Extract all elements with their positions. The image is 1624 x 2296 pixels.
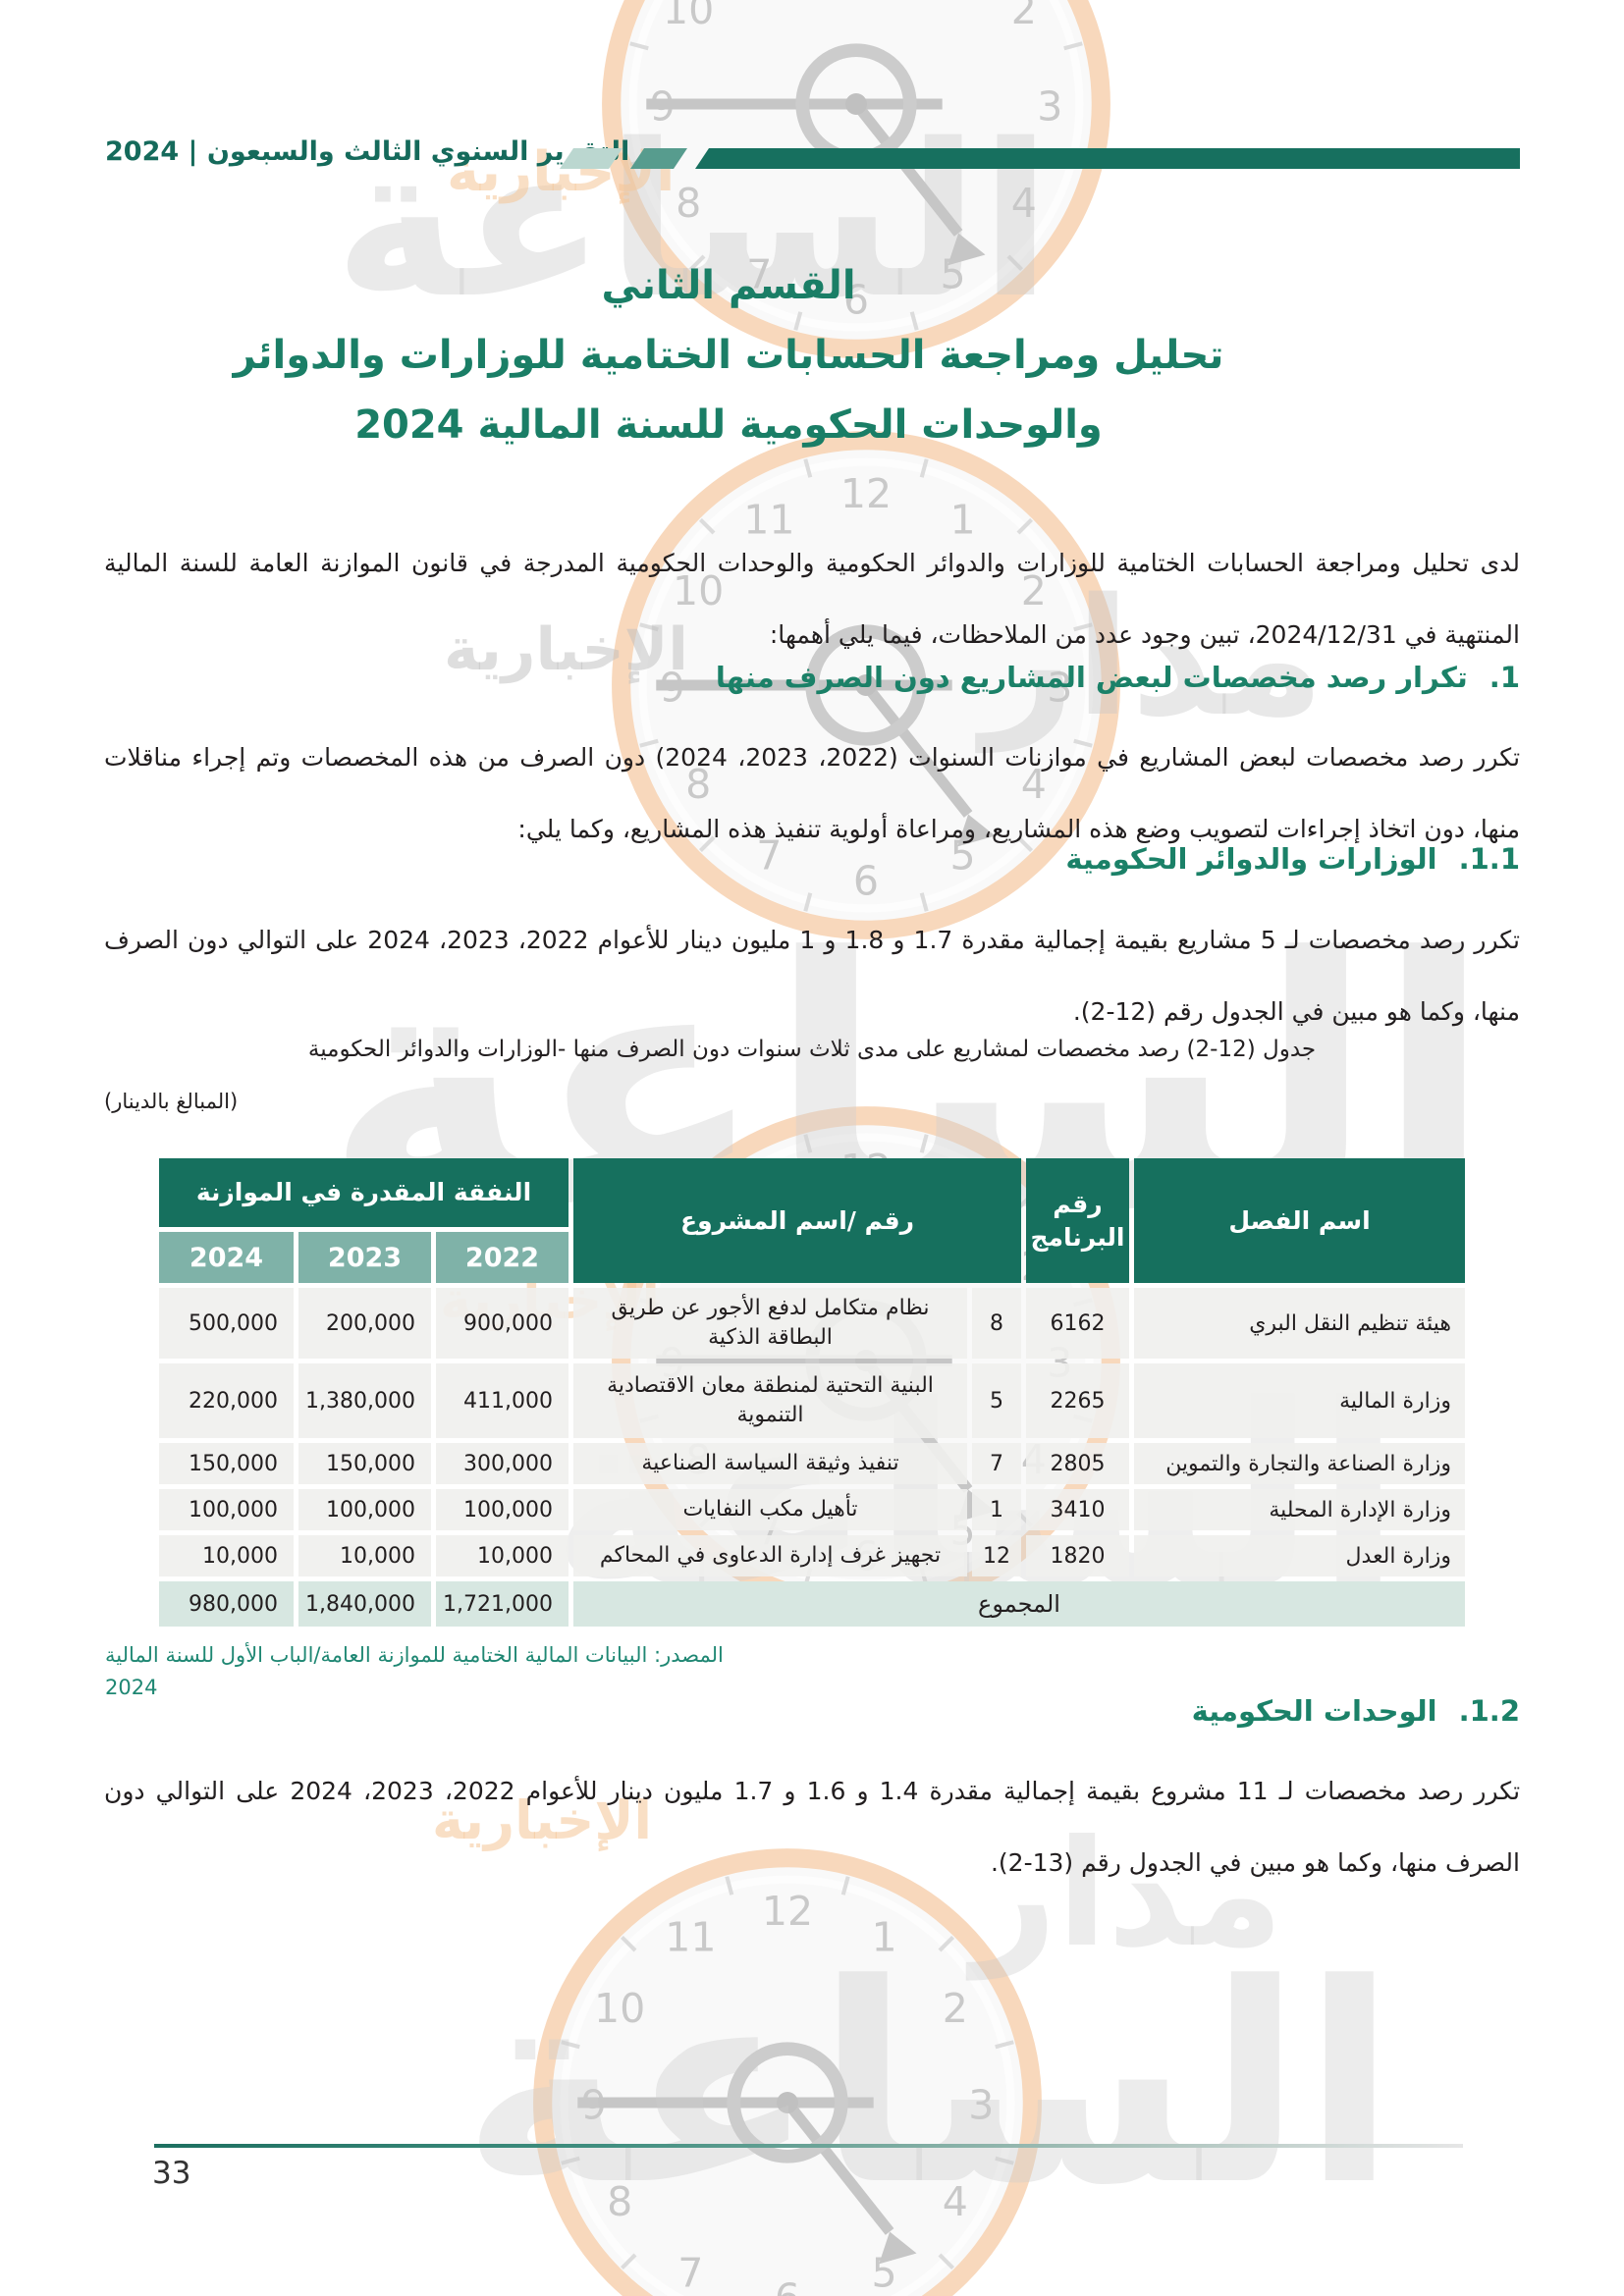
table-cell-project-name: تنفيذ وثيقة السياسة الصناعية bbox=[573, 1443, 967, 1484]
table-cell-project-name: تجهيز غرف إدارة الدعاوى في المحاكم bbox=[573, 1535, 967, 1576]
table-cell-project-name: تأهيل مكب النفايات bbox=[573, 1489, 967, 1530]
table-cell-program-number: 3410 bbox=[1026, 1489, 1129, 1530]
footer-rule bbox=[154, 2144, 1463, 2148]
svg-text:4: 4 bbox=[1011, 180, 1037, 227]
svg-text:5: 5 bbox=[872, 2249, 897, 2296]
projects-table: النفقة المقدرة في الموازنة رقم /اسم المش… bbox=[159, 1158, 1465, 1627]
heading-1-2-text: الوحدات الحكومية bbox=[1191, 1694, 1437, 1728]
section-title-line1: القسم الثاني bbox=[601, 263, 856, 308]
amounts-note: (المبالغ بالدينار) bbox=[104, 1090, 239, 1113]
svg-text:8: 8 bbox=[676, 180, 701, 227]
heading-1-number: 1. bbox=[1489, 661, 1520, 694]
svg-text:8: 8 bbox=[607, 2178, 632, 2225]
table-cell: 150,000 bbox=[298, 1443, 431, 1484]
svg-text:7: 7 bbox=[677, 2249, 703, 2296]
heading-1-1: 1.1. الوزارات والدوائر الحكومية bbox=[104, 842, 1520, 876]
column-header-estimated-expense: النفقة المقدرة في الموازنة bbox=[159, 1158, 568, 1227]
svg-text:12: 12 bbox=[840, 470, 892, 517]
table-caption: جدول (12-2) رصد مخصصات لمشاريع على مدى ث… bbox=[307, 1037, 1317, 1062]
intro-paragraph: لدى تحليل ومراجعة الحسابات الختامية للوز… bbox=[104, 549, 1520, 649]
table-cell-chapter: وزارة الإدارة المحلية bbox=[1134, 1489, 1465, 1530]
table-cell-chapter: وزارة الصناعة والتجارة والتموين bbox=[1134, 1443, 1465, 1484]
heading-1-1-number: 1.1. bbox=[1458, 842, 1520, 876]
table-cell: 411,000 bbox=[436, 1363, 568, 1438]
watermark-text: الساعة bbox=[461, 1926, 1397, 2246]
table-cell-project-name: البنية التحتية لمنطقة معان الاقتصادية ال… bbox=[573, 1363, 967, 1438]
table-cell: 200,000 bbox=[298, 1288, 431, 1359]
table-cell: 100,000 bbox=[436, 1489, 568, 1530]
table-cell: 10,000 bbox=[436, 1535, 568, 1576]
total-cell-2022: 1,721,000 bbox=[436, 1581, 568, 1627]
svg-text:9: 9 bbox=[650, 82, 676, 130]
table-cell-project-number: 5 bbox=[972, 1363, 1021, 1438]
year-header-2022: 2022 bbox=[436, 1232, 568, 1283]
column-header-project: رقم /اسم المشروع bbox=[573, 1158, 1021, 1283]
source-note: المصدر: البيانات المالية الختامية للمواز… bbox=[105, 1643, 724, 1699]
svg-text:3: 3 bbox=[1037, 82, 1062, 130]
total-label: المجموع bbox=[573, 1581, 1465, 1627]
heading-1-2-number: 1.2. bbox=[1458, 1694, 1520, 1728]
table-cell: 10,000 bbox=[298, 1535, 431, 1576]
table-cell-chapter: هيئة تنظيم النقل البري bbox=[1134, 1288, 1465, 1359]
table-cell-program-number: 2805 bbox=[1026, 1443, 1129, 1484]
heading-1: 1. تكرار رصد مخصصات لبعض المشاريع دون الص… bbox=[104, 661, 1520, 694]
svg-text:2: 2 bbox=[943, 1985, 968, 2032]
year-header-2024: 2024 bbox=[159, 1232, 294, 1283]
table-cell: 1,380,000 bbox=[298, 1363, 431, 1438]
heading-1-1-text: الوزارات والدوائر الحكومية bbox=[1065, 842, 1437, 876]
svg-text:11: 11 bbox=[665, 1914, 716, 1961]
header-bar-segment bbox=[630, 148, 687, 169]
svg-text:3: 3 bbox=[968, 2081, 994, 2128]
page-number: 33 bbox=[152, 2156, 191, 2191]
table-cell-chapter: وزارة العدل bbox=[1134, 1535, 1465, 1576]
heading-1-text: تكرار رصد مخصصات لبعض المشاريع دون الصرف… bbox=[715, 661, 1468, 694]
paragraph-4: تكرر رصد مخصصات لـ 11 مشروع بقيمة إجمالي… bbox=[104, 1777, 1521, 1877]
table-cell-program-number: 1820 bbox=[1026, 1535, 1129, 1576]
table-cell: 900,000 bbox=[436, 1288, 568, 1359]
svg-text:4: 4 bbox=[943, 2178, 968, 2225]
table-cell: 220,000 bbox=[159, 1363, 294, 1438]
header-bar bbox=[695, 148, 1520, 169]
section-title: القسم الثاني تحليل ومراجعة الحسابات الخت… bbox=[105, 251, 1352, 460]
table-cell-project-number: 7 bbox=[972, 1443, 1021, 1484]
table-cell-project-number: 8 bbox=[972, 1288, 1021, 1359]
table-cell-project-number: 1 bbox=[972, 1489, 1021, 1530]
table-cell: 100,000 bbox=[159, 1489, 294, 1530]
table-cell-program-number: 2265 bbox=[1026, 1363, 1129, 1438]
svg-text:1: 1 bbox=[872, 1914, 897, 1961]
table-cell-chapter: وزارة المالية bbox=[1134, 1363, 1465, 1438]
table-cell-program-number: 6162 bbox=[1026, 1288, 1129, 1359]
table-cell: 100,000 bbox=[298, 1489, 431, 1530]
table-cell: 300,000 bbox=[436, 1443, 568, 1484]
table-cell: 150,000 bbox=[159, 1443, 294, 1484]
section-title-line3: والوحدات الحكومية للسنة المالية 2024 bbox=[354, 402, 1103, 448]
total-cell-2024: 980,000 bbox=[159, 1581, 294, 1627]
heading-1-2: 1.2. الوحدات الحكومية bbox=[104, 1694, 1520, 1728]
svg-text:9: 9 bbox=[581, 2081, 607, 2128]
svg-text:10: 10 bbox=[663, 0, 714, 33]
svg-text:2: 2 bbox=[1011, 0, 1037, 33]
total-cell-2023: 1,840,000 bbox=[298, 1581, 431, 1627]
report-header-title: التقرير السنوي الثالث والسبعون | 2024 bbox=[105, 136, 630, 167]
column-header-program-number: رقم البرنامج bbox=[1026, 1158, 1129, 1283]
svg-text:10: 10 bbox=[594, 1985, 645, 2032]
table-cell-project-number: 12 bbox=[972, 1535, 1021, 1576]
svg-text:6: 6 bbox=[775, 2275, 800, 2296]
column-header-chapter-name: اسم الفصل bbox=[1134, 1158, 1465, 1283]
table-cell-project-name: نظام متكامل لدفع الأجور عن طريق البطاقة … bbox=[573, 1288, 967, 1359]
paragraph-3: تكرر رصد مخصصات لـ 5 مشاريع بقيمة إجمالي… bbox=[104, 926, 1520, 1026]
table-cell: 10,000 bbox=[159, 1535, 294, 1576]
section-title-line2: تحليل ومراجعة الحسابات الختامية للوزارات… bbox=[233, 333, 1224, 378]
table-cell: 500,000 bbox=[159, 1288, 294, 1359]
year-header-2023: 2023 bbox=[298, 1232, 431, 1283]
